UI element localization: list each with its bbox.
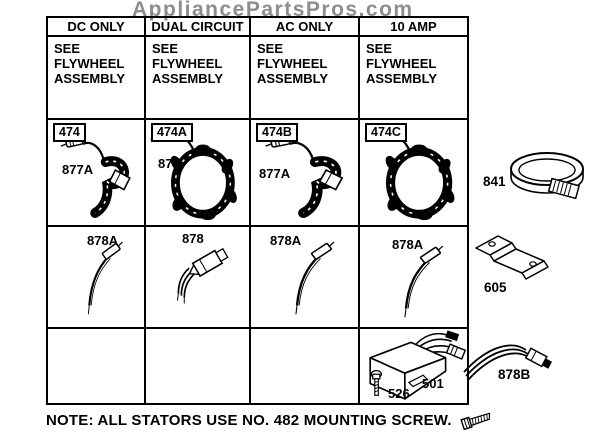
part-label: 877A [259,166,291,181]
lead-wire-drawing [404,245,444,318]
hose-clamp-drawing [510,152,584,200]
part-label: 878A [270,233,302,248]
part-label: 878 [182,231,204,246]
flywheel-note-cell-ac: SEE FLYWHEEL ASSEMBLY [251,37,360,120]
header-label: 10 AMP [390,19,437,34]
ring-stator-drawing [364,129,455,221]
parts-table: DC ONLY DUAL CIRCUIT AC ONLY 10 AMP SEE … [46,16,469,405]
column-header-ac-only: AC ONLY [251,18,360,37]
stator-cell-474A: 474A 877 [146,120,251,227]
regulator-cell: 501 526 [360,329,467,403]
regulator-drawing [369,330,467,400]
flywheel-note-line: ASSEMBLY [152,71,224,86]
flywheel-note-line: SEE [257,41,284,56]
watermark-text: AppliancePartsPros.com [132,0,414,21]
flywheel-note-line: ASSEMBLY [366,71,438,86]
part-number-box: 474C [365,123,407,142]
flywheel-note-line: FLYWHEEL [54,56,125,71]
footer-note: NOTE: ALL STATORS USE NO. 482 MOUNTING S… [46,408,494,432]
screw-icon [460,412,490,431]
flywheel-note-line: FLYWHEEL [257,56,328,71]
part-label: 605 [484,280,507,295]
stator-cell-474C: 474C [360,120,467,227]
stator-cell-474: 474 877A [48,120,146,227]
flywheel-note-line: SEE [366,41,393,56]
lead-wire-cell-dc: 878A [48,227,146,329]
header-label: DC ONLY [67,19,125,34]
lead-wire-cell-ac: 878A [251,227,360,329]
header-label: AC ONLY [275,19,334,34]
part-number-box: 474A [151,123,193,142]
part-number-box: 474B [256,123,298,142]
lead-wire-cell-dual: 878 [146,227,251,329]
column-header-10-amp: 10 AMP [360,18,467,37]
part-label: 878A [392,237,424,252]
plug-wire-drawing [176,247,229,304]
mounting-bracket-drawing [475,235,549,280]
stator-cell-474B: 474B 877A [251,120,360,227]
wire-harness-drawing [463,344,553,381]
part-label: 878A [87,233,119,248]
part-label: 841 [483,174,506,189]
flywheel-note-cell-dual: SEE FLYWHEEL ASSEMBLY [146,37,251,120]
lead-wire-cell-10amp: 878A [360,227,467,329]
part-number-box: 474 [53,123,86,142]
empty-cell [251,329,360,403]
flywheel-note-line: FLYWHEEL [152,56,223,71]
flywheel-note-line: SEE [54,41,81,56]
note-text: NOTE: ALL STATORS USE NO. 482 MOUNTING S… [46,411,452,429]
column-header-dual-circuit: DUAL CIRCUIT [146,18,251,37]
flywheel-note-line: FLYWHEEL [366,56,437,71]
lead-wire-drawing [87,241,123,315]
part-label: 877A [62,162,94,177]
flywheel-note-cell-10amp: SEE FLYWHEEL ASSEMBLY [360,37,467,120]
header-label: DUAL CIRCUIT [151,19,244,34]
empty-cell [146,329,251,403]
part-label: 501 [422,376,444,391]
empty-cell [48,329,146,403]
part-label: 526 [388,386,410,401]
flywheel-note-line: ASSEMBLY [54,71,126,86]
flywheel-note-line: SEE [152,41,179,56]
column-header-dc-only: DC ONLY [48,18,146,37]
lead-wire-drawing [295,241,335,315]
part-label: 877 [158,156,180,171]
flywheel-note-line: ASSEMBLY [257,71,329,86]
flywheel-note-cell-dc: SEE FLYWHEEL ASSEMBLY [48,37,146,120]
part-label: 878B [498,367,531,382]
